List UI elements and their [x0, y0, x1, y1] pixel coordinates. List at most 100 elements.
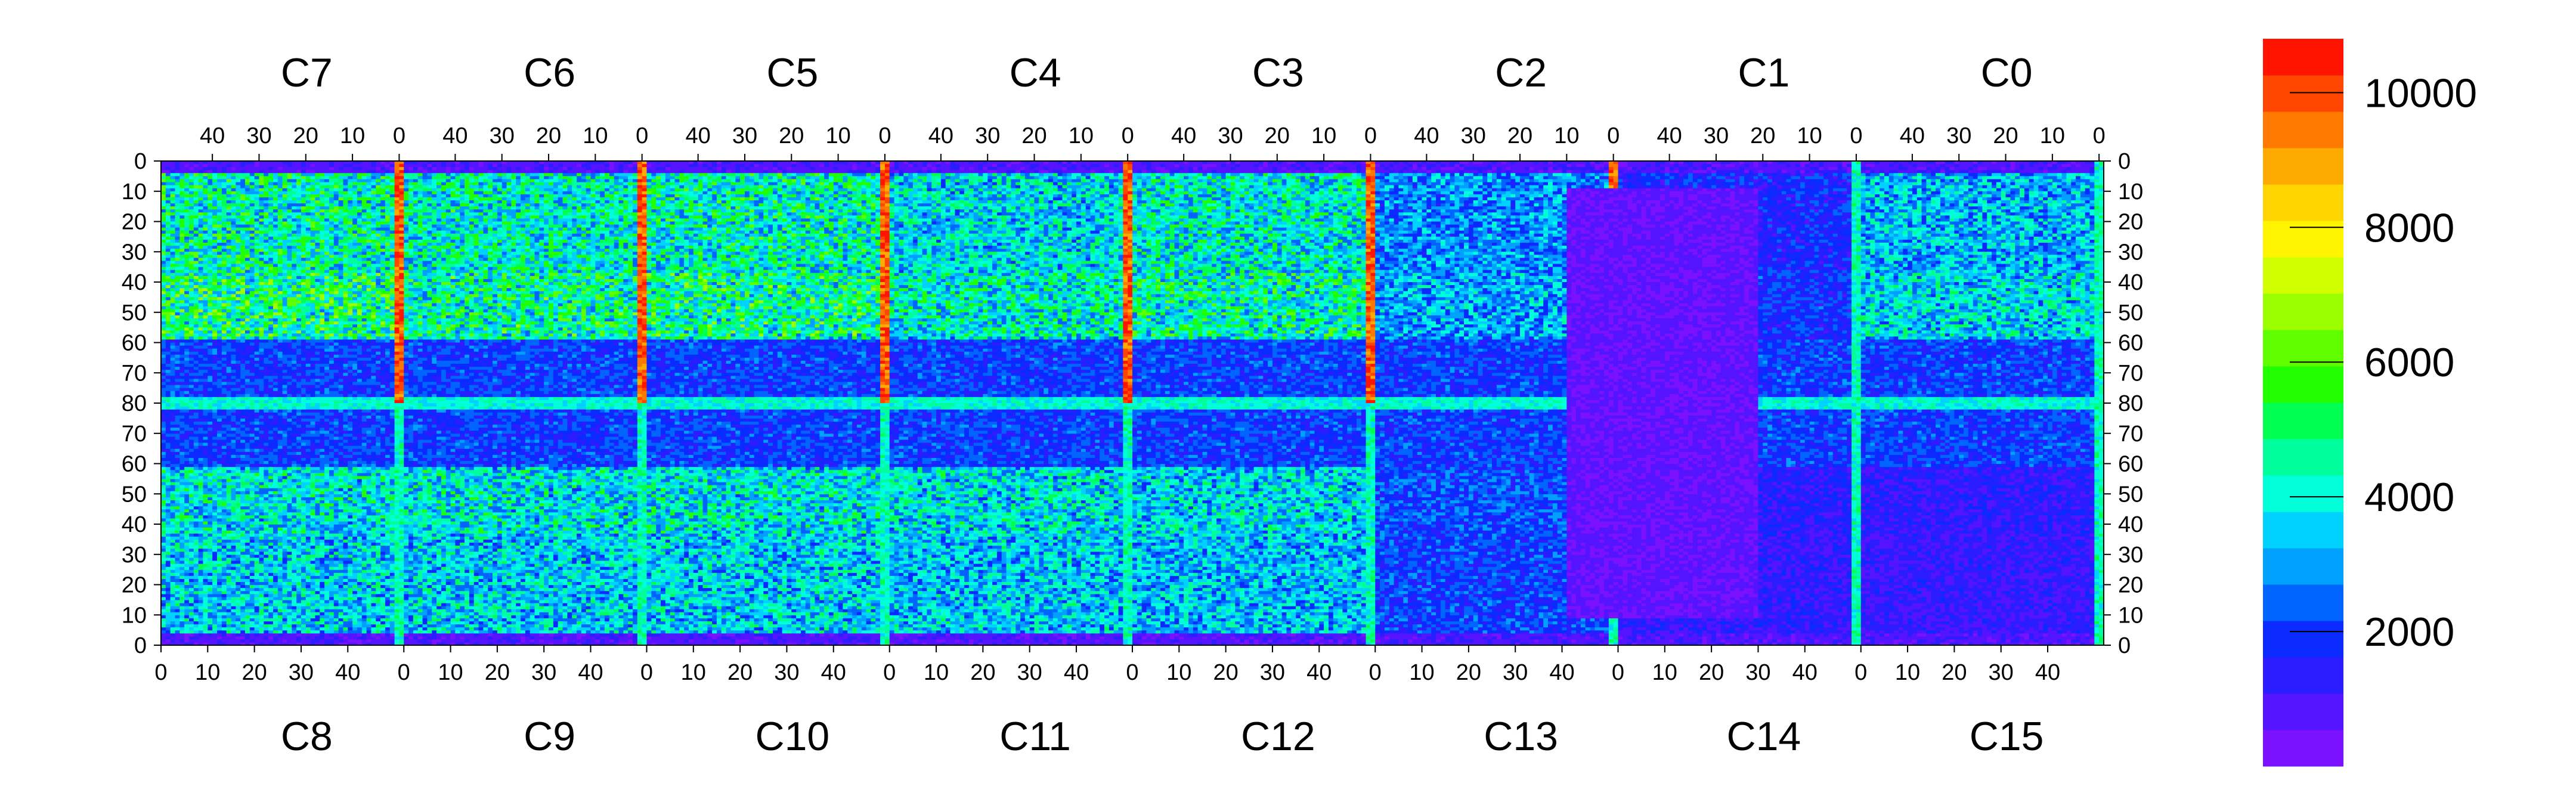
- heatmap-cell: [395, 309, 400, 313]
- heatmap-cell: [208, 170, 212, 174]
- heatmap-cell: [175, 315, 180, 319]
- heatmap-cell: [296, 258, 301, 261]
- heatmap-cell: [343, 336, 348, 340]
- heatmap-cell: [283, 255, 287, 258]
- heatmap-cell: [250, 324, 255, 328]
- heatmap-cell: [339, 339, 343, 343]
- heatmap-cell: [189, 312, 194, 316]
- heatmap-cell: [203, 218, 208, 222]
- heatmap-cell: [357, 315, 362, 319]
- heatmap-cell: [395, 327, 400, 331]
- heatmap-cell: [245, 285, 250, 289]
- heatmap-cell: [283, 267, 287, 271]
- heatmap-cell: [227, 173, 231, 177]
- heatmap-cell: [278, 197, 283, 201]
- heatmap-cell: [357, 273, 362, 277]
- heatmap-cell: [287, 261, 292, 264]
- heatmap-cell: [268, 222, 273, 225]
- heatmap-cell: [334, 228, 339, 231]
- heatmap-cell: [324, 200, 329, 204]
- heatmap-cell: [385, 249, 390, 252]
- heatmap-cell: [311, 291, 315, 295]
- heatmap-cell: [301, 258, 306, 261]
- heatmap-cell: [343, 209, 348, 213]
- heatmap-cell: [357, 300, 362, 304]
- heatmap-cell: [199, 179, 203, 182]
- heatmap-cell: [212, 218, 217, 222]
- heatmap-cell: [348, 185, 352, 189]
- heatmap-cell: [385, 309, 390, 313]
- heatmap-cell: [184, 252, 189, 255]
- heatmap-cell: [292, 285, 296, 289]
- heatmap-cell: [324, 339, 329, 343]
- heatmap-cell: [357, 324, 362, 328]
- heatmap-cell: [250, 330, 255, 334]
- heatmap-cell: [189, 182, 194, 186]
- heatmap-cell: [343, 294, 348, 298]
- heatmap-cell: [357, 203, 362, 207]
- heatmap-cell: [334, 330, 339, 334]
- heatmap-cell: [315, 218, 320, 222]
- heatmap-cell: [222, 243, 227, 246]
- heatmap-cell: [367, 200, 371, 204]
- heatmap-cell: [399, 327, 404, 331]
- heatmap-cell: [371, 279, 376, 283]
- heatmap-cell: [376, 318, 380, 322]
- heatmap-cell: [179, 185, 184, 189]
- heatmap-cell: [189, 333, 194, 337]
- heatmap-cell: [199, 243, 203, 246]
- heatmap-cell: [240, 222, 245, 225]
- heatmap-cell: [283, 282, 287, 286]
- heatmap-cell: [399, 206, 404, 210]
- heatmap-cell: [184, 218, 189, 222]
- heatmap-cell: [362, 167, 367, 171]
- heatmap-cell: [287, 321, 292, 325]
- heatmap-cell: [189, 264, 194, 268]
- heatmap-cell: [194, 222, 199, 225]
- heatmap-cell: [240, 197, 245, 201]
- heatmap-cell: [395, 200, 400, 204]
- heatmap-cell: [175, 333, 180, 337]
- heatmap-cell: [371, 176, 376, 179]
- heatmap-cell: [268, 191, 273, 195]
- heatmap-cell: [287, 234, 292, 237]
- heatmap-cell: [171, 297, 175, 301]
- heatmap-cell: [380, 321, 385, 325]
- heatmap-cell: [222, 324, 227, 328]
- heatmap-cell: [278, 234, 283, 237]
- heatmap-cell: [273, 276, 278, 280]
- heatmap-cell: [287, 203, 292, 207]
- heatmap-cell: [357, 225, 362, 228]
- heatmap-cell: [264, 333, 268, 337]
- heatmap-cell: [296, 222, 301, 225]
- heatmap-cell: [250, 312, 255, 316]
- heatmap-cell: [166, 182, 171, 186]
- heatmap-cell: [296, 179, 301, 182]
- heatmap-cell: [371, 252, 376, 255]
- heatmap-cell: [189, 327, 194, 331]
- heatmap-cell: [236, 309, 240, 313]
- heatmap-cell: [255, 170, 259, 174]
- heatmap-cell: [287, 225, 292, 228]
- heatmap-cell: [236, 215, 240, 219]
- heatmap-cell: [171, 304, 175, 307]
- heatmap-cell: [390, 258, 395, 261]
- heatmap-cell: [296, 288, 301, 292]
- heatmap-cell: [283, 197, 287, 201]
- heatmap-cell: [296, 339, 301, 343]
- heatmap-cell: [236, 200, 240, 204]
- heatmap-cell: [380, 267, 385, 271]
- heatmap-cell: [334, 279, 339, 283]
- heatmap-cell: [371, 321, 376, 325]
- heatmap-cell: [231, 273, 236, 277]
- heatmap-cell: [273, 246, 278, 249]
- heatmap-cell: [296, 173, 301, 177]
- heatmap-cell: [184, 304, 189, 307]
- heatmap-cell: [371, 179, 376, 182]
- heatmap-cell: [371, 261, 376, 264]
- heatmap-cell: [376, 336, 380, 340]
- heatmap-cell: [283, 339, 287, 343]
- heatmap-cell: [287, 309, 292, 313]
- heatmap-cell: [245, 267, 250, 271]
- heatmap-cell: [395, 170, 400, 174]
